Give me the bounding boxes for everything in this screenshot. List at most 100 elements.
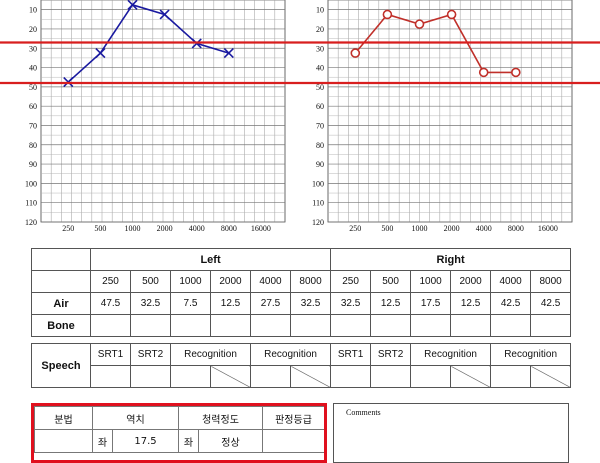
left-srt2-header: SRT2: [130, 343, 171, 366]
air-right-value: 32.5: [330, 292, 372, 315]
x-tick-label: 250: [62, 224, 74, 233]
grade-cell: [262, 429, 324, 453]
y-tick-label: 90: [29, 160, 37, 169]
x-tick-label: 8000: [221, 224, 237, 233]
right-ear-o-marker: [414, 19, 425, 29]
marker-stroke: [159, 9, 170, 20]
corner-cell: [31, 248, 91, 271]
judgment-summary-box: 분법 역치 청력정도 판정등급 좌 17.5 좌 정상: [31, 403, 327, 463]
side-header-row: Left Right: [31, 248, 572, 271]
bone-cell: [210, 314, 251, 337]
left-freq-cell: 1000: [170, 270, 211, 293]
y-tick-label: 90: [316, 160, 324, 169]
y-tick-label: 70: [29, 121, 37, 130]
x-tick-label: 4000: [189, 224, 205, 233]
x-tick-label: 500: [94, 224, 106, 233]
y-tick-label: 100: [312, 179, 324, 188]
x-tick-label: 2000: [157, 224, 173, 233]
right-freq-cell: 4000: [490, 270, 532, 293]
y-tick-label: 50: [316, 83, 324, 92]
right-ear-series-line: [354, 13, 516, 74]
air-left-value: 12.5: [210, 292, 251, 315]
left-ear-audiogram: 10 20 30 40 50 60 70 80 90 100 110 120 250 500 1000 200…: [25, 0, 286, 233]
bone-row: Bone: [31, 314, 572, 337]
bone-cell: [370, 314, 412, 337]
y-tick-label: 80: [316, 141, 324, 150]
y-tick-label: 10: [29, 6, 37, 15]
air-right-value: 42.5: [490, 292, 532, 315]
y-tick-label: 50: [29, 83, 37, 92]
speech-split-cell: [210, 365, 251, 388]
y-tick-label: 20: [316, 25, 324, 34]
speech-header-row: Speech SRT1 SRT2 Recognition Recognition…: [31, 343, 572, 388]
marker-stroke: [223, 48, 234, 59]
air-right-value: 17.5: [410, 292, 452, 315]
speech-split-cell: [530, 365, 572, 388]
bone-cell: [130, 314, 171, 337]
threshold-side-label: 좌: [92, 429, 113, 453]
audiogram-charts: 10 20 30 40 50 60 70 80 90 100 110 120 250 500 1000 200…: [0, 0, 600, 233]
bone-row-label: Bone: [31, 314, 91, 337]
right-freq-cell: 1000: [410, 270, 452, 293]
y-tick-label: 30: [29, 44, 37, 53]
bone-cell: [490, 314, 532, 337]
x-tick-label: 16000: [251, 224, 271, 233]
speech-cell: [370, 365, 412, 388]
left-ear-series-line: [67, 3, 230, 83]
left-freq-cell: 250: [90, 270, 131, 293]
y-tick-label: 80: [29, 141, 37, 150]
bone-cell: [170, 314, 211, 337]
bone-cell: [450, 314, 492, 337]
grade-header: 판정등급: [262, 406, 324, 430]
right-freq-cell: 2000: [450, 270, 492, 293]
audiometry-results-table: Left Right 250 500 1000 2000 4000 8000 2…: [31, 248, 572, 388]
bone-cell: [410, 314, 452, 337]
x-tick-label: 8000: [508, 224, 524, 233]
judgment-left-row: 좌 17.5 좌 정상: [34, 429, 324, 453]
y-tick-label: 70: [316, 121, 324, 130]
threshold-header: 역치: [92, 406, 179, 430]
y-tick-label: 40: [316, 64, 324, 73]
hearing-left-level: 정상: [198, 429, 263, 453]
speech-cell: [90, 365, 131, 388]
right-freq-cell: 8000: [530, 270, 572, 293]
bone-cell: [330, 314, 372, 337]
comments-label: Comments: [346, 408, 381, 417]
right-recognition-header: Recognition: [490, 343, 572, 366]
left-ear-x-marker: [223, 48, 234, 59]
air-right-value: 12.5: [370, 292, 412, 315]
y-tick-label: 120: [312, 218, 324, 227]
left-ear-header: Left: [89, 248, 332, 271]
right-freq-cell: 250: [330, 270, 372, 293]
speech-cell: [130, 365, 171, 388]
air-left-value: 32.5: [289, 292, 332, 315]
left-freq-cell: 2000: [210, 270, 251, 293]
x-tick-label: 4000: [476, 224, 492, 233]
hearing-side-label: 좌: [178, 429, 199, 453]
right-ear-o-marker: [350, 48, 361, 58]
air-right-value: 42.5: [530, 292, 572, 315]
method-header: 분법: [34, 406, 93, 430]
marker-stroke: [95, 48, 106, 59]
right-ear-header: Right: [330, 248, 572, 271]
left-freq-cell: 4000: [250, 270, 291, 293]
y-tick-label: 120: [25, 218, 37, 227]
air-row: Air 47.5 32.5 7.5 12.5 27.5 32.5 32.5 12…: [31, 292, 572, 315]
air-left-value: 47.5: [90, 292, 131, 315]
y-tick-label: 30: [316, 44, 324, 53]
comments-box: Comments: [333, 403, 569, 463]
spacer-cell: [31, 336, 571, 344]
right-ear-o-marker: [478, 67, 489, 78]
y-tick-label: 40: [29, 64, 37, 73]
y-tick-label: 110: [312, 199, 324, 208]
bone-cell: [250, 314, 291, 337]
y-tick-label: 10: [316, 6, 324, 15]
judgment-table: 분법 역치 청력정도 판정등급 좌 17.5 좌 정상: [34, 406, 324, 453]
air-left-value: 7.5: [170, 292, 211, 315]
right-recognition-header: Recognition: [410, 343, 492, 366]
threshold-left-value: 17.5: [112, 429, 179, 453]
x-tick-label: 16000: [538, 224, 558, 233]
left-ear-x-marker: [95, 48, 106, 59]
right-srt2-header: SRT2: [370, 343, 412, 366]
left-ear-x-marker: [127, 0, 138, 10]
